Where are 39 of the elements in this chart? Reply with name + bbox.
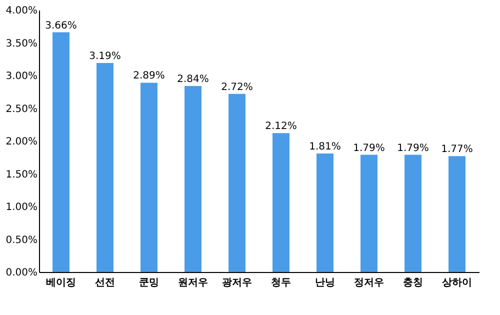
y-tick-label: 4.00% bbox=[6, 6, 38, 16]
x-tick-label: 광저우 bbox=[222, 278, 252, 288]
data-label: 2.12% bbox=[265, 121, 297, 132]
bar bbox=[360, 154, 378, 272]
data-label: 2.84% bbox=[177, 74, 209, 85]
y-tick-label: 3.00% bbox=[6, 71, 38, 82]
x-tick-label: 상하이 bbox=[442, 278, 472, 288]
x-tick-label: 베이징 bbox=[46, 278, 76, 288]
data-label: 1.77% bbox=[441, 144, 473, 156]
bar bbox=[96, 63, 114, 272]
y-tick-label: 0.00% bbox=[6, 268, 38, 278]
data-label: 1.79% bbox=[353, 142, 385, 154]
x-tick-label: 원저우 bbox=[178, 278, 208, 288]
data-label: 3.19% bbox=[89, 51, 121, 62]
bar bbox=[448, 156, 466, 272]
bar bbox=[228, 94, 246, 272]
y-tick-label: 3.50% bbox=[6, 38, 38, 50]
x-tick-label: 선전 bbox=[95, 278, 115, 288]
x-tick-label: 정저우 bbox=[354, 278, 384, 288]
data-label: 1.81% bbox=[309, 141, 341, 152]
data-label: 2.89% bbox=[133, 70, 165, 82]
y-tick-label: 0.50% bbox=[6, 234, 38, 246]
data-label: 1.79% bbox=[397, 142, 429, 154]
bar bbox=[316, 153, 334, 272]
data-label: 3.66% bbox=[45, 20, 77, 32]
y-tick-label: 1.00% bbox=[6, 202, 38, 213]
x-tick-label: 청두 bbox=[271, 278, 291, 288]
y-tick-label: 2.00% bbox=[6, 136, 38, 148]
y-tick-label: 1.50% bbox=[6, 169, 38, 180]
x-tick-label: 충칭 bbox=[403, 278, 423, 288]
y-tick-label: 2.50% bbox=[6, 104, 38, 115]
bar bbox=[272, 133, 290, 272]
x-tick-label: 난닝 bbox=[315, 278, 335, 288]
bar bbox=[184, 86, 202, 272]
x-tick-label: 쿤밍 bbox=[139, 278, 159, 288]
data-label: 2.72% bbox=[221, 82, 253, 93]
bar bbox=[52, 32, 70, 272]
bar bbox=[140, 82, 158, 272]
bar bbox=[404, 154, 422, 272]
